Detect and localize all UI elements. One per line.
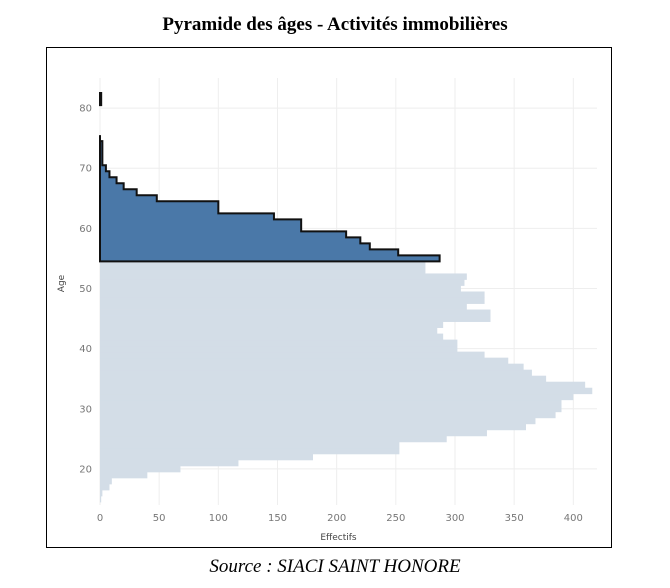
x-tick-label: 150: [268, 513, 287, 524]
bar-base: [100, 357, 509, 365]
bar-base: [100, 273, 467, 280]
bar-base: [100, 327, 438, 334]
bar-base: [100, 303, 467, 310]
bar-highlight: [100, 183, 124, 190]
source-note: Source : SIACI SAINT HONORE: [209, 556, 461, 577]
bar-base: [100, 459, 239, 467]
chart-title: Pyramide des âges - Activités immobilièr…: [162, 14, 508, 35]
y-tick-label: 30: [79, 404, 92, 415]
bar-highlight: [100, 189, 137, 196]
bar-highlight: [100, 147, 103, 154]
bar-base: [100, 429, 487, 437]
bar-highlight: [100, 213, 274, 220]
y-tick-label: 70: [79, 164, 92, 175]
bar-base: [100, 465, 181, 473]
x-tick-label: 50: [153, 513, 166, 524]
x-tick-label: 0: [97, 513, 103, 524]
y-tick-label: 40: [79, 344, 92, 355]
bar-highlight: [100, 249, 399, 256]
bar-base: [100, 297, 485, 304]
x-axis-label: Effectifs: [320, 533, 357, 543]
y-axis-label: Age: [57, 274, 67, 292]
bar-base: [100, 495, 102, 503]
bar-base: [100, 393, 574, 401]
x-tick-label: 300: [445, 513, 464, 524]
bar-highlight: [100, 159, 103, 166]
bar-base: [100, 351, 485, 359]
bar-base: [100, 345, 458, 353]
bar-base: [100, 411, 556, 419]
y-tick-label: 50: [79, 284, 92, 295]
y-tick-label: 80: [79, 104, 92, 115]
bar-base: [100, 435, 447, 443]
bar-highlight: [100, 219, 302, 226]
bar-base: [100, 321, 444, 328]
bar-base: [100, 291, 485, 298]
y-tick-label: 20: [79, 464, 92, 475]
bar-highlight: [100, 201, 219, 208]
bar-base: [100, 417, 536, 425]
bar-base: [100, 369, 532, 377]
bar-highlight: [100, 153, 103, 160]
highlight-outline: [99, 92, 441, 263]
bar-base: [100, 477, 112, 485]
bar-base: [100, 489, 103, 497]
bar-highlight: [100, 207, 219, 214]
bar-highlight: [100, 237, 361, 244]
bar-base: [100, 261, 426, 268]
bar-highlight: [100, 195, 157, 202]
bar-base: [100, 399, 562, 407]
bar-base: [100, 483, 110, 491]
bar-highlight: [100, 255, 440, 262]
x-tick-label: 350: [505, 513, 524, 524]
bar-base: [100, 471, 148, 479]
bar-base: [100, 453, 313, 461]
bar-base: [100, 387, 593, 395]
bar-highlight: [100, 243, 370, 250]
bar-highlight: [100, 171, 110, 178]
bar-base: [100, 375, 547, 383]
bar-base: [100, 405, 562, 413]
bar-base: [100, 285, 461, 292]
bar-base: [100, 441, 400, 449]
bar-base: [100, 447, 400, 455]
x-tick-label: 200: [327, 513, 346, 524]
bar-highlight: [100, 141, 103, 148]
y-tick-label: 60: [79, 224, 92, 235]
x-tick-label: 400: [564, 513, 583, 524]
bar-base: [100, 279, 465, 286]
bar-base: [100, 423, 526, 431]
bar-base: [100, 381, 586, 389]
bar-base: [100, 363, 524, 371]
bar-highlight: [100, 231, 347, 238]
bar-highlight: [100, 165, 106, 172]
bar-highlight: [100, 225, 302, 232]
bar-base: [100, 333, 444, 341]
bar-base: [100, 309, 491, 316]
x-tick-label: 250: [386, 513, 405, 524]
bar-base: [100, 339, 458, 347]
x-tick-label: 100: [209, 513, 228, 524]
bar-base: [100, 315, 491, 322]
bar-base: [100, 267, 426, 274]
bar-highlight: [100, 177, 117, 184]
